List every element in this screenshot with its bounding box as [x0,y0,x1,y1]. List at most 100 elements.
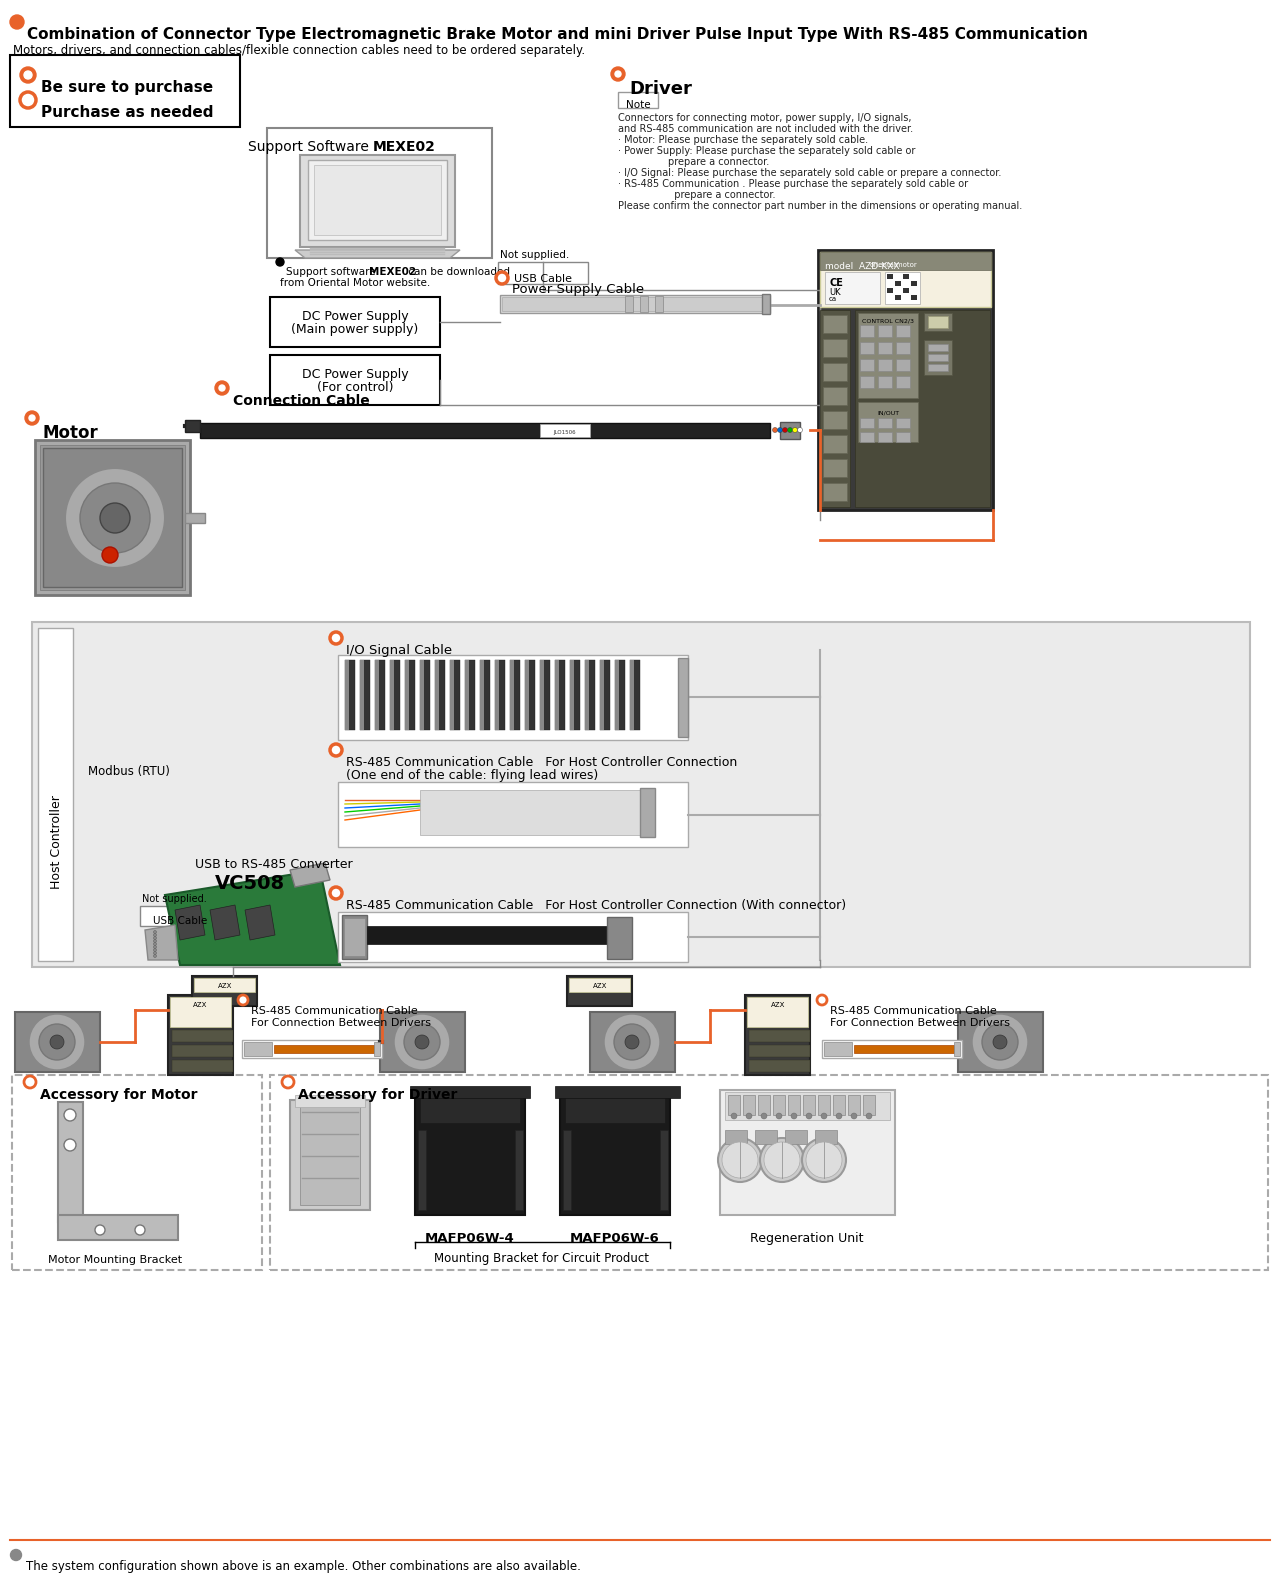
Circle shape [10,14,24,28]
Text: Power Supply Cable: Power Supply Cable [512,283,644,296]
Bar [858,402,918,442]
Text: Motor: Motor [44,424,99,442]
Circle shape [803,1138,846,1183]
Bar [625,296,634,312]
Bar [570,978,630,993]
Circle shape [20,92,36,108]
Bar [788,1095,800,1114]
Circle shape [806,1113,812,1119]
Text: CONTROL CN2/3: CONTROL CN2/3 [861,318,914,323]
Circle shape [614,71,621,78]
Text: MEXE02: MEXE02 [369,268,416,277]
Bar [435,660,445,730]
Bar [419,1130,426,1209]
Text: from Oriental Motor website.: from Oriental Motor website. [280,279,430,288]
Polygon shape [165,871,340,966]
Text: MAFP06W-4: MAFP06W-4 [425,1232,515,1244]
Bar [742,1095,755,1114]
Bar [855,310,989,507]
Bar [749,1045,810,1057]
Bar [896,377,910,388]
Bar [495,660,506,730]
Bar [270,1075,1268,1270]
Circle shape [760,1138,804,1183]
Circle shape [64,1110,76,1121]
Bar [924,313,952,331]
Bar [270,298,440,347]
Bar [367,926,607,943]
Bar [818,1095,829,1114]
Circle shape [154,951,156,955]
Bar [719,1091,895,1216]
Bar [140,905,220,926]
Bar [498,263,588,283]
Bar [556,660,564,730]
Circle shape [777,427,782,432]
Circle shape [797,427,803,432]
Bar [896,432,910,442]
Circle shape [867,1113,872,1119]
Bar [564,1092,666,1122]
Text: USB Cable: USB Cable [152,917,207,926]
Bar [822,1040,963,1057]
Bar [58,1216,178,1239]
Bar [823,386,847,405]
Bar [344,918,365,956]
Bar [854,1045,954,1053]
Bar [896,418,910,427]
Bar [360,660,370,730]
Bar [342,915,367,959]
Bar [630,660,634,730]
Bar [420,660,430,730]
Bar [294,1095,365,1107]
Bar [887,288,893,293]
Circle shape [215,382,229,396]
Text: AZX: AZX [218,983,232,989]
Bar [563,1130,571,1209]
Circle shape [24,71,32,79]
Bar [380,1012,465,1072]
Circle shape [95,1225,105,1235]
Bar [585,660,589,730]
Bar [863,1095,876,1114]
Text: ca: ca [829,296,837,302]
Bar [192,977,257,1007]
Bar [500,294,771,313]
Circle shape [134,1225,145,1235]
Bar [570,660,580,730]
Bar [451,660,460,730]
Bar [242,1040,381,1057]
Circle shape [787,427,792,432]
Circle shape [282,1076,294,1088]
Bar [823,339,847,358]
Bar [878,418,892,427]
Bar [911,294,916,301]
Circle shape [820,1113,827,1119]
Bar [902,288,909,293]
Bar [509,660,515,730]
Bar [820,310,850,507]
Bar [525,660,535,730]
Bar [748,997,808,1027]
Bar [878,377,892,388]
Circle shape [154,948,156,951]
Bar [749,1031,810,1042]
Text: (Main power supply): (Main power supply) [292,323,419,336]
Circle shape [330,744,342,757]
Bar [244,1042,273,1056]
Text: DC Power Supply: DC Power Supply [302,310,408,323]
Text: (One end of the cable: flying lead wires): (One end of the cable: flying lead wires… [346,769,598,782]
Bar [404,660,410,730]
Circle shape [394,1015,451,1070]
Text: RS-485 Communication Cable: RS-485 Communication Cable [829,1007,997,1016]
Bar [749,1061,810,1072]
Bar [823,363,847,382]
Bar [902,274,909,279]
Bar [780,423,800,438]
Bar [410,1086,530,1099]
Bar [860,418,874,427]
Text: · Power Supply: Please purchase the separately sold cable or: · Power Supply: Please purchase the sepa… [618,146,915,157]
Bar [186,419,200,432]
Circle shape [276,258,284,266]
Bar [878,325,892,337]
